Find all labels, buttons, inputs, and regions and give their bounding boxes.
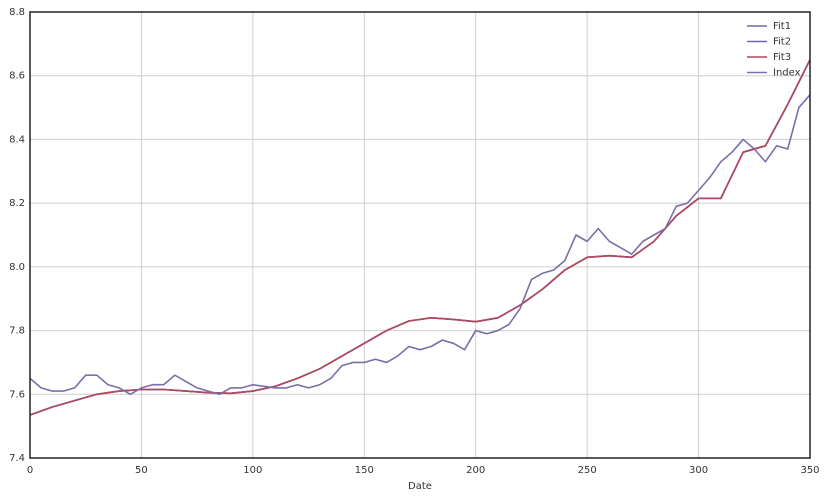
x-tick-label: 300: [689, 465, 708, 476]
x-tick-label: 200: [466, 465, 485, 476]
legend-label: Index: [773, 68, 801, 79]
y-tick-label: 8.4: [9, 134, 25, 145]
legend-label: Fit3: [773, 52, 791, 63]
legend-label: Fit1: [773, 21, 791, 32]
y-tick-label: 8.0: [9, 262, 25, 273]
series-line: [29, 94, 811, 396]
x-tick-label: 100: [243, 465, 262, 476]
y-tick-label: 8.2: [9, 198, 25, 209]
y-tick-label: 7.8: [9, 326, 25, 337]
y-tick-label: 8.6: [9, 71, 25, 82]
series-line: [29, 59, 811, 416]
plot-frame: [29, 11, 811, 459]
y-tick-label: 7.4: [9, 453, 25, 464]
x-tick-label: 350: [800, 465, 819, 476]
x-tick-label: 250: [578, 465, 597, 476]
y-tick-label: 7.6: [9, 389, 25, 400]
x-tick-label: 50: [135, 465, 148, 476]
x-tick-label: 150: [355, 465, 374, 476]
x-tick-label: 0: [27, 465, 33, 476]
legend-label: Fit2: [773, 37, 791, 48]
plot-area: [30, 12, 810, 458]
x-axis-label: Date: [408, 481, 432, 492]
y-tick-label: 8.8: [9, 7, 25, 18]
